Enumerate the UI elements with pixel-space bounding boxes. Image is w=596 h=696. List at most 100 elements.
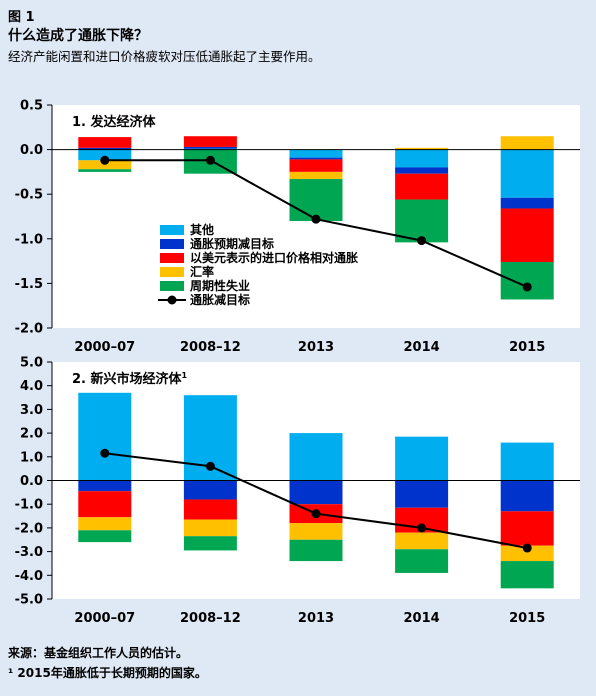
legend-line-marker bbox=[167, 295, 177, 305]
category-label: 2000–07 bbox=[74, 340, 135, 355]
bar-segment-slack bbox=[183, 536, 237, 551]
legend-label: 通胀预期减目标 bbox=[190, 236, 274, 251]
inflation-marker bbox=[522, 282, 532, 292]
category-label: 2014 bbox=[404, 340, 440, 355]
inflation-marker bbox=[100, 448, 110, 458]
y-tick-label: 2.0 bbox=[20, 427, 43, 442]
bar-segment-exchange_rate bbox=[183, 519, 237, 537]
bar-segment-expectations bbox=[395, 480, 449, 508]
y-tick-label: 0.0 bbox=[20, 143, 43, 158]
legend-swatch-import_prices bbox=[160, 253, 184, 263]
category-label: 2008–12 bbox=[180, 340, 241, 355]
bar-segment-other bbox=[500, 149, 554, 198]
bar-segment-other bbox=[395, 149, 449, 168]
bar-segment-expectations bbox=[500, 197, 554, 209]
bar-segment-slack bbox=[78, 530, 132, 543]
y-tick-label: 3.0 bbox=[20, 403, 43, 418]
y-tick-label: -1.5 bbox=[15, 277, 43, 292]
legend-swatch-other bbox=[160, 225, 184, 235]
y-tick-label: 0.5 bbox=[20, 99, 43, 114]
category-label: 2000–07 bbox=[74, 611, 135, 626]
y-tick-label: 5.0 bbox=[20, 356, 43, 371]
bar-segment-other bbox=[395, 436, 449, 481]
legend-label: 通胀减目标 bbox=[190, 292, 250, 307]
bar-segment-expectations bbox=[289, 480, 343, 505]
bar-segment-slack bbox=[500, 561, 554, 589]
bar-segment-exchange_rate bbox=[289, 171, 343, 180]
panel-title: 1. 发达经济体 bbox=[72, 114, 157, 130]
y-tick-label: -5.0 bbox=[15, 593, 43, 608]
category-label: 2013 bbox=[298, 340, 334, 355]
bar-segment-slack bbox=[289, 179, 343, 221]
inflation-marker bbox=[417, 236, 427, 246]
bar-segment-expectations bbox=[78, 480, 132, 492]
bar-segment-import_prices bbox=[500, 511, 554, 546]
bar-segment-expectations bbox=[183, 480, 237, 500]
y-tick-label: 4.0 bbox=[20, 379, 43, 394]
bar-segment-import_prices bbox=[78, 491, 132, 518]
inflation-marker bbox=[205, 155, 215, 165]
footnote-source: 来源：基金组织工作人员的估计。 bbox=[8, 646, 189, 660]
legend-label: 以美元表示的进口价格相对通胀 bbox=[190, 250, 358, 265]
bar-segment-other bbox=[78, 392, 132, 481]
chart-canvas: 0.5 0.0 -0.5 -1.0 -1.5 -2.0 2000–07 2008–12 2013… bbox=[15, 99, 580, 626]
bar-segment-slack bbox=[78, 169, 132, 172]
legend-label: 周期性失业 bbox=[190, 278, 250, 293]
legend-swatch-exchange_rate bbox=[160, 267, 184, 277]
y-tick-label: -4.0 bbox=[15, 569, 43, 584]
inflation-marker bbox=[522, 543, 532, 553]
category-label: 2015 bbox=[509, 340, 545, 355]
legend-swatch-expectations bbox=[160, 239, 184, 249]
bar-segment-slack bbox=[500, 261, 554, 300]
bar-segment-exchange_rate bbox=[500, 545, 554, 562]
panel-title-superscript: 1 bbox=[182, 371, 188, 380]
bar-segment-import_prices bbox=[500, 208, 554, 262]
bar-segment-other bbox=[500, 442, 554, 481]
y-tick-label: -0.5 bbox=[15, 188, 43, 203]
legend-label: 汇率 bbox=[190, 264, 214, 279]
y-tick-label: 1.0 bbox=[20, 450, 43, 465]
figure-title: 什么造成了通胀下降？ bbox=[8, 28, 148, 44]
y-tick-label: -2.0 bbox=[15, 521, 43, 536]
bar-segment-expectations bbox=[78, 147, 132, 150]
category-label: 2015 bbox=[509, 611, 545, 626]
bar-segment-expectations bbox=[395, 167, 449, 174]
inflation-marker bbox=[311, 214, 321, 224]
bar-segment-exchange_rate bbox=[78, 517, 132, 531]
bar-segment-import_prices bbox=[78, 137, 132, 148]
y-tick-label: -1.0 bbox=[15, 232, 43, 247]
inflation-marker bbox=[205, 461, 215, 471]
bar-segment-expectations bbox=[289, 157, 343, 160]
bar-segment-import_prices bbox=[289, 159, 343, 172]
footnote-note: ¹ 2015年通胀低于长期预期的国家。 bbox=[8, 666, 207, 680]
bar-segment-exchange_rate bbox=[395, 532, 449, 550]
bar-segment-expectations bbox=[183, 146, 237, 149]
bar-segment-other bbox=[289, 149, 343, 158]
category-label: 2014 bbox=[404, 611, 440, 626]
legend-swatch-slack bbox=[160, 281, 184, 291]
category-label: 2008–12 bbox=[180, 611, 241, 626]
bar-segment-expectations bbox=[500, 480, 554, 512]
legend-label: 其他 bbox=[190, 222, 214, 237]
bar-segment-slack bbox=[395, 199, 449, 243]
category-label: 2013 bbox=[298, 611, 334, 626]
y-tick-label: 0.0 bbox=[20, 474, 43, 489]
inflation-marker bbox=[417, 523, 427, 533]
y-tick-label: -3.0 bbox=[15, 545, 43, 560]
bar-segment-slack bbox=[395, 549, 449, 573]
bar-segment-exchange_rate bbox=[289, 523, 343, 540]
figure-label: 图 1 bbox=[8, 10, 35, 25]
inflation-marker bbox=[311, 509, 321, 519]
inflation-marker bbox=[100, 155, 110, 165]
bar-segment-other bbox=[78, 149, 132, 161]
bar-segment-import_prices bbox=[183, 136, 237, 147]
bar-segment-import_prices bbox=[395, 173, 449, 200]
bar-segment-exchange_rate bbox=[500, 136, 554, 150]
bar-segment-other bbox=[289, 433, 343, 481]
y-tick-label: -2.0 bbox=[15, 322, 43, 337]
bar-segment-import_prices bbox=[183, 499, 237, 520]
bar-segment-exchange_rate bbox=[395, 147, 449, 150]
bar-segment-slack bbox=[289, 539, 343, 562]
y-tick-label: -1.0 bbox=[15, 498, 43, 513]
figure-subtitle: 经济产能闲置和进口价格疲软对压低通胀起了主要作用。 bbox=[8, 49, 321, 64]
